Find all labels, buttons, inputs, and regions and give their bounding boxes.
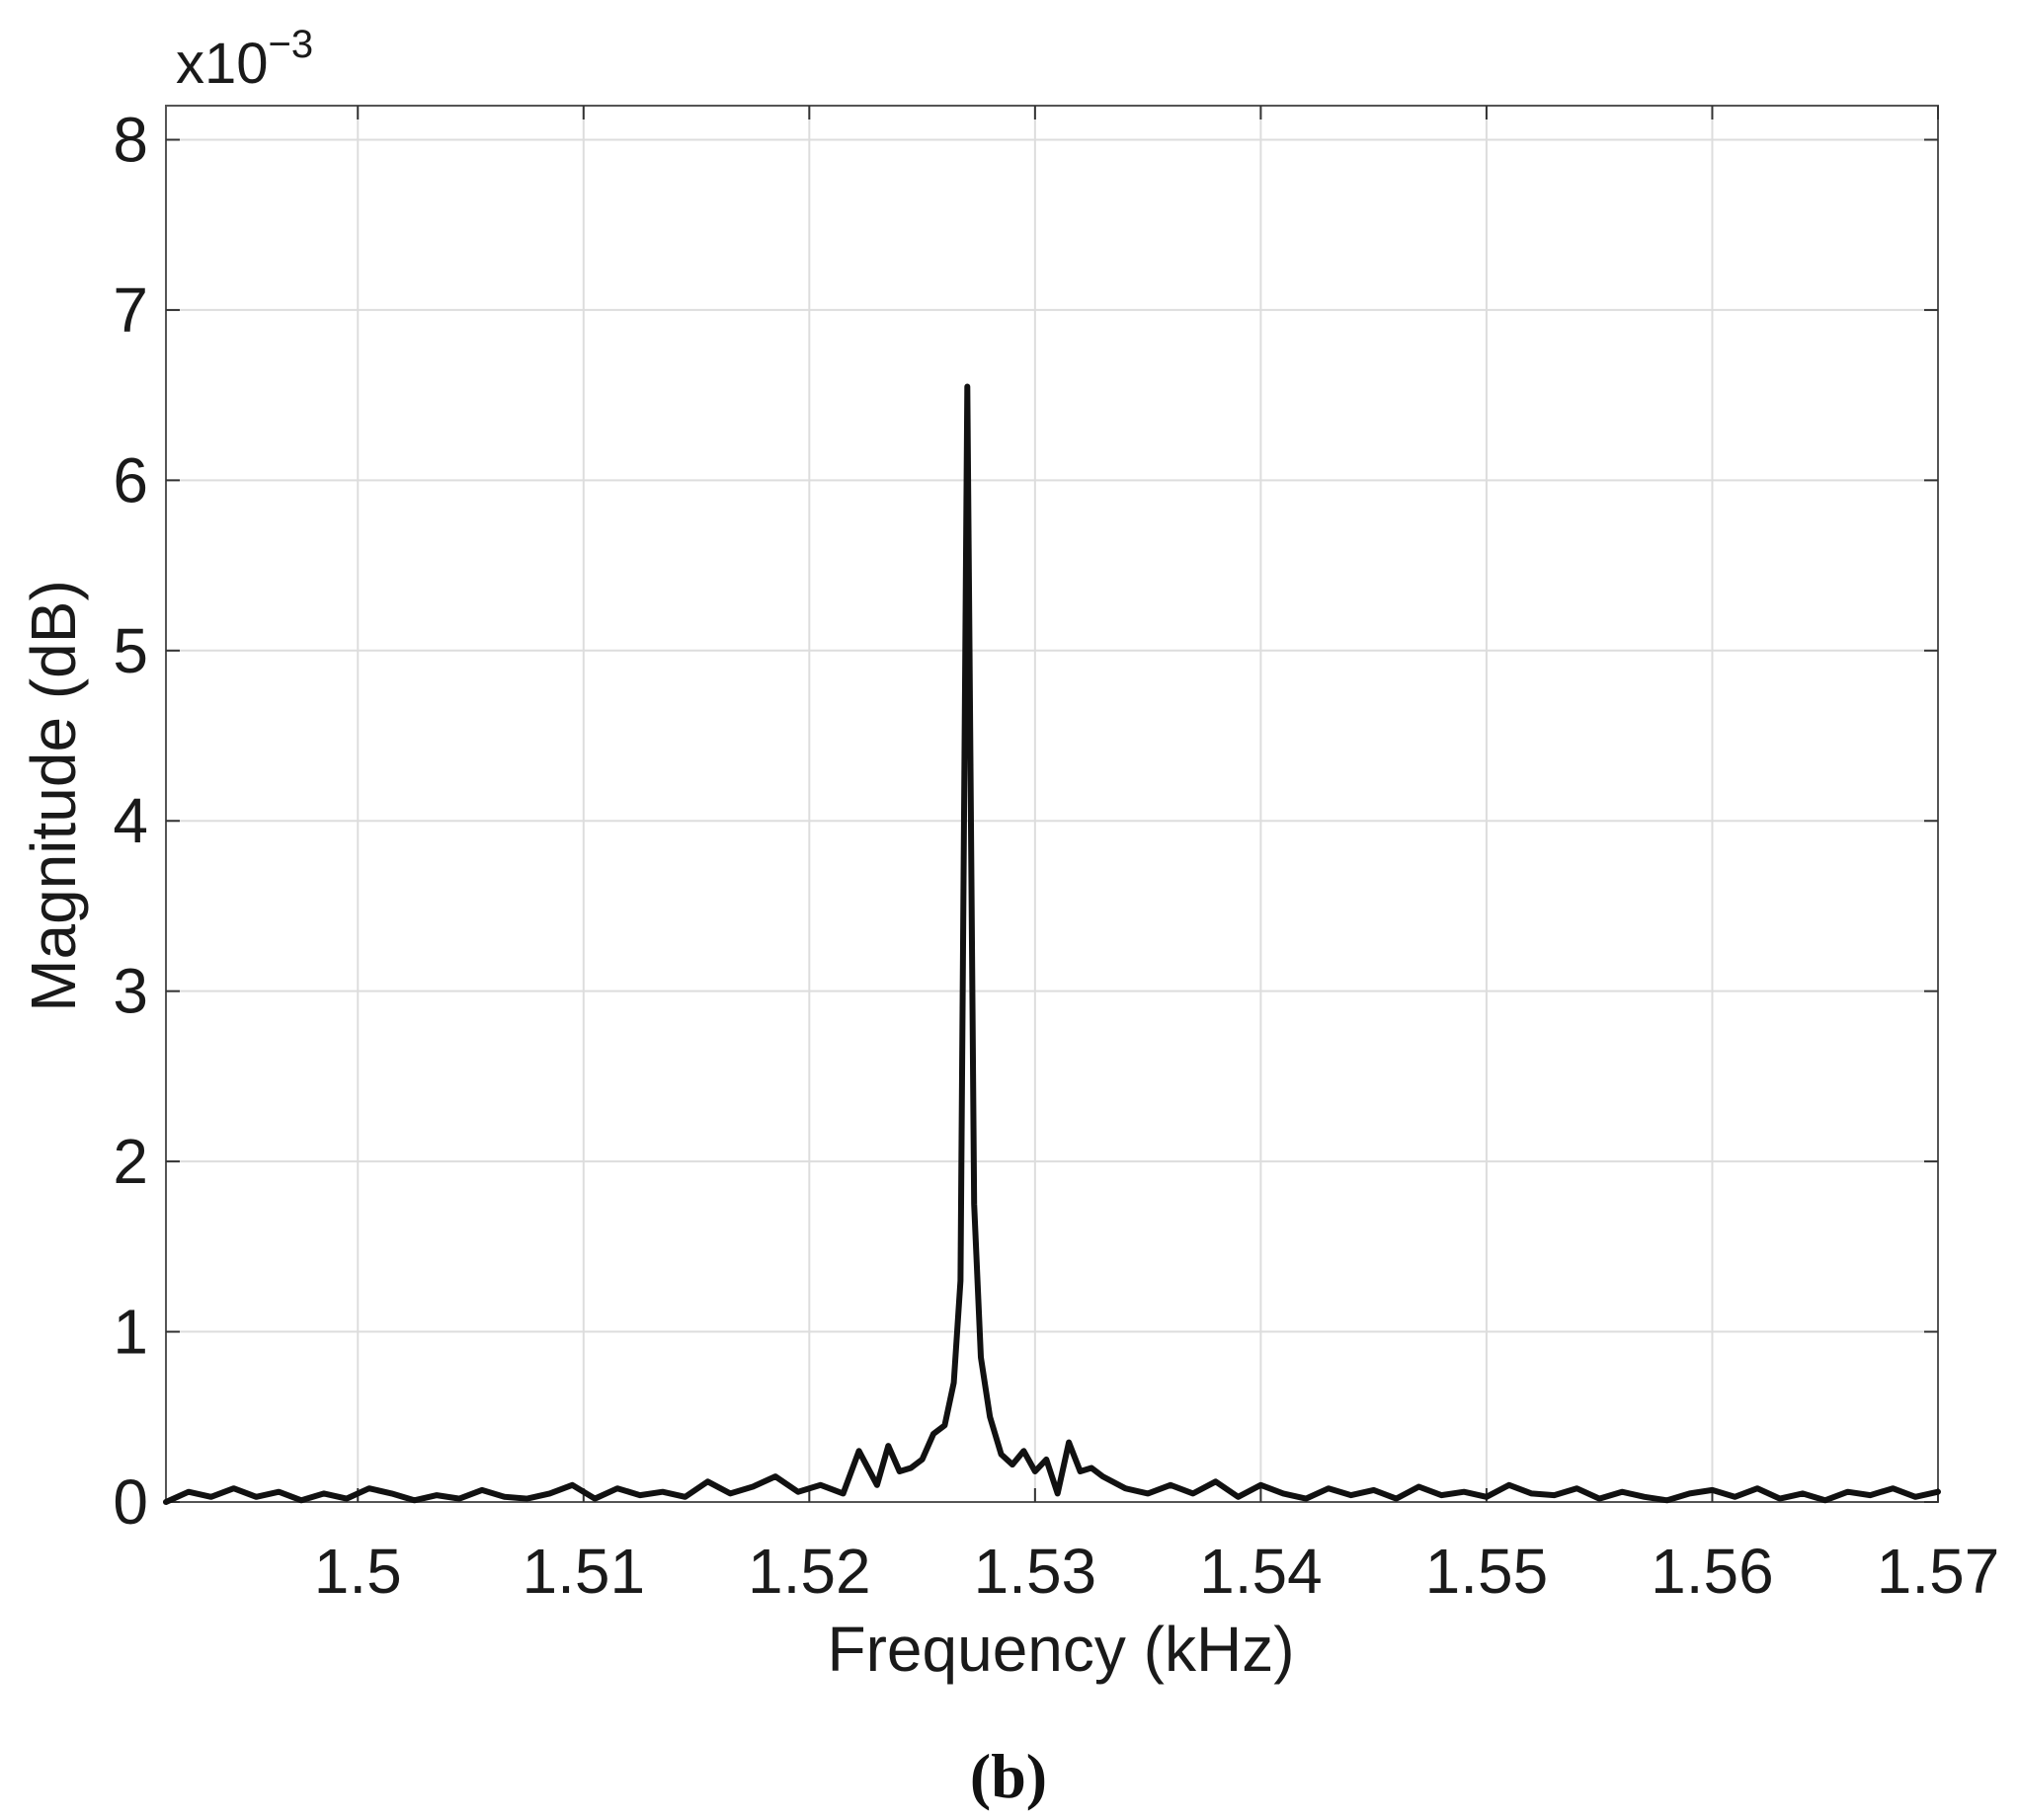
x-tick-label: 1.53 — [974, 1536, 1097, 1607]
y-tick-label: 2 — [113, 1126, 148, 1197]
y-tick-label: 7 — [113, 275, 148, 346]
y-tick-label: 4 — [113, 785, 148, 856]
figure-caption: (b) — [970, 1741, 1047, 1811]
plot-area-frame — [165, 105, 1939, 1503]
x-tick-label: 1.52 — [748, 1536, 871, 1607]
y-tick-label: 3 — [113, 956, 148, 1027]
y-tick-labels: 0 1 2 3 4 5 6 7 8 — [113, 104, 148, 1538]
series-line — [163, 383, 1941, 1505]
x-tick-marks — [357, 106, 1939, 1502]
y-tick-label: 0 — [113, 1466, 148, 1538]
x-tick-label: 1.54 — [1199, 1536, 1323, 1607]
y-exponent-label: x10−3 — [176, 23, 313, 96]
x-tick-labels: 1.5 1.51 1.52 1.53 1.54 1.55 1.56 1.57 — [314, 1536, 2000, 1607]
y-tick-label: 8 — [113, 104, 148, 175]
x-tick-label: 1.5 — [314, 1536, 402, 1607]
x-axis-label: Frequency (kHz) — [828, 1614, 1295, 1685]
y-tick-label: 5 — [113, 615, 148, 686]
y-tick-label: 1 — [113, 1297, 148, 1368]
x-tick-label: 1.57 — [1877, 1536, 2000, 1607]
x-gridlines — [357, 106, 1939, 1502]
y-gridlines — [166, 138, 1938, 1503]
y-axis-label: Magnitude (dB) — [18, 580, 89, 1012]
x-tick-label: 1.51 — [523, 1536, 646, 1607]
y-tick-label: 6 — [113, 444, 148, 515]
x-tick-label: 1.55 — [1425, 1536, 1549, 1607]
x-tick-label: 1.56 — [1651, 1536, 1774, 1607]
